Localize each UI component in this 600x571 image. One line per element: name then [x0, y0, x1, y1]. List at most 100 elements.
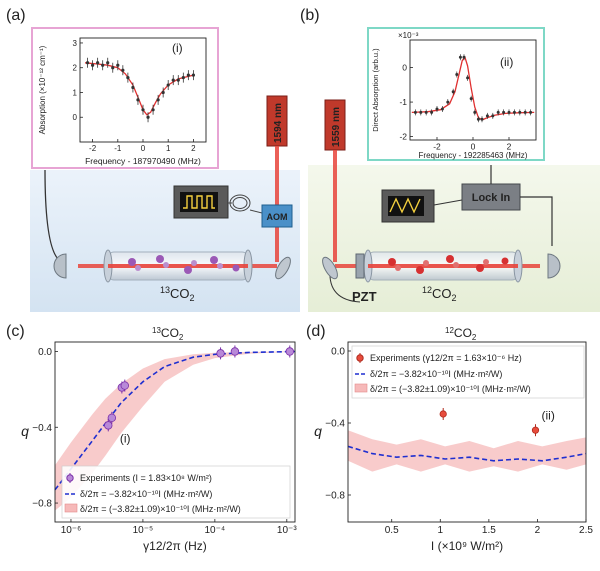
panel-d-ytick-label: −0.8: [325, 491, 345, 502]
triangle-wave-icon: [389, 197, 421, 214]
inset-i-point: [126, 76, 130, 80]
panel-d-ytick-label: 0.0: [331, 347, 345, 358]
chart-panel-c: 10⁻⁶ 10⁻⁵ 10⁻⁴ 10⁻³ 0.0 −0.4 −0.8 γ12/2π (Hz) q E…: [21, 341, 297, 553]
gas-label-b: 12CO2: [422, 285, 457, 303]
laser-1559-label: 1559 nm: [331, 107, 342, 147]
inset-ii-exponent: ×10⁻³: [398, 31, 419, 40]
aom-box: [261, 204, 293, 228]
inset-i-point: [151, 108, 155, 112]
inset-i-ytick-label: 3: [73, 39, 78, 48]
panel-d-model-line: [347, 445, 587, 462]
panel-d-ylabel: q: [314, 423, 322, 439]
chart-panel-d: 0.5 1 1.5 2 2.5 0.0 −0.4 −0.8 I (×10⁹ W/m²) q Expe…: [314, 341, 593, 553]
inset-i-point: [191, 73, 195, 77]
panel-d-xtick-label: 2: [535, 525, 541, 536]
panel-a: (a) -2 -1 0 1 2 0 1 2 3 Frequency - 187970490 (MH…: [6, 7, 300, 312]
panel-c-legend-band-swatch: [64, 503, 78, 513]
panel-a-label: (a): [6, 7, 26, 24]
inset-ii-xlabel: Frequency - 192285463 (MHz): [419, 151, 528, 160]
panel-d-label: (d): [306, 323, 326, 340]
panel-c-ytick-label: −0.4: [32, 423, 52, 434]
panel-c-experiment-point: [120, 381, 129, 390]
panel-d-xlabel: I (×10⁹ W/m²): [431, 539, 503, 553]
panel-c-legend-experiments: Experiments (I = 1.83×10⁸ W/m²): [80, 473, 212, 483]
inset-ii-point: [430, 110, 434, 114]
mirror-b: [322, 256, 338, 280]
panel-c: (c) 13CO2 10⁻⁶ 10⁻⁵ 10⁻⁴ 10⁻³ 0.0 −0.4 −0.8 γ12…: [6, 323, 297, 553]
inset-i-point: [96, 61, 100, 65]
inset-ii-point: [518, 110, 522, 114]
cable-b-right: [520, 196, 553, 246]
panel-d-xtick-label: 1.5: [482, 525, 496, 536]
inset-ii-point: [451, 90, 455, 94]
lock-in-box: [461, 183, 521, 211]
inset-ii-point: [424, 110, 428, 114]
inset-i-xtick-label: -1: [114, 144, 122, 153]
panel-d-legend-experiments: Experiments (γ12/2π = 1.63×10⁻⁶ Hz): [370, 353, 522, 363]
inset-ii-point: [507, 110, 511, 114]
detector-b: [547, 253, 561, 279]
detector-a: [53, 253, 67, 279]
inset-ii-point: [446, 100, 450, 104]
inset-ii-point: [480, 117, 484, 121]
scope-a-screen: [180, 192, 218, 212]
panel-c-xlabel: γ12/2π (Hz): [143, 539, 207, 553]
inset-ii-point: [491, 114, 495, 118]
inset-i-point: [121, 68, 125, 72]
inset-i-point: [181, 76, 185, 80]
inset-i-ytick-label: 0: [73, 113, 78, 122]
panel-c-uncertainty-band: [55, 351, 295, 511]
inset-ii-point: [455, 72, 459, 76]
inset-i-ytick-label: 2: [73, 64, 78, 73]
molecules-a: [128, 255, 240, 274]
panel-d: (d) 12CO2 0.5 1 1.5 2 2.5 0.0 −0.4 −0.8 I (×10⁹ …: [306, 323, 593, 553]
inset-i-point: [131, 85, 135, 90]
panel-d-xtick-label: 1: [438, 525, 444, 536]
panel-c-callout: (i): [120, 431, 131, 445]
panel-c-ytick-label: 0.0: [38, 347, 52, 358]
panel-d-header: 12CO2: [445, 326, 477, 342]
panel-c-xtick-label: 10⁻³: [277, 525, 297, 536]
panel-d-frame: [347, 341, 587, 523]
laser-1594-label: 1594 nm: [273, 103, 284, 143]
inset-ii-xtick-label: 2: [507, 142, 512, 152]
panel-c-frame: [54, 341, 296, 523]
aom-label: AOM: [267, 212, 288, 222]
inset-i-point: [141, 108, 145, 112]
panel-c-header: 13CO2: [152, 326, 184, 342]
inset-ii-point: [529, 110, 533, 114]
inset-i-point: [176, 78, 180, 82]
inset-i-point: [146, 115, 150, 119]
pzt-label: PZT: [352, 289, 377, 304]
panel-c-experiment-point: [216, 349, 225, 358]
inset-i-xtick-label: -2: [89, 144, 97, 153]
panel-c-label: (c): [6, 323, 25, 340]
inset-i-plot: -2 -1 0 1 2 0 1 2 3 Frequency - 187970490 (MHz) Ab…: [38, 37, 207, 166]
panel-c-legend-box: [61, 465, 291, 519]
inset-i-point: [91, 63, 95, 67]
panel-c-legend-marker: [66, 474, 74, 482]
panel-c-experiment-point: [230, 347, 240, 356]
inset-i-xlabel: Frequency - 187970490 (MHz): [85, 156, 201, 166]
panel-c-experiment-point: [104, 421, 113, 430]
inset-ii-tag: (ii): [500, 55, 513, 69]
inset-i-point: [106, 61, 110, 65]
panel-c-model-line: [54, 350, 296, 491]
panel-d-xtick-label: 0.5: [385, 525, 399, 536]
square-wave-icon: [183, 195, 215, 209]
panel-c-xtick-label: 10⁻⁵: [133, 525, 154, 536]
panel-c-legend-band: δ/2π = (−3.82±1.09)×10⁻¹⁰I (MHz·m²/W): [80, 504, 241, 514]
panel-d-experiment-point: [531, 426, 540, 434]
panel-c-xtick-label: 10⁻⁶: [61, 525, 82, 536]
inset-i-point: [161, 90, 165, 95]
inset-i-point: [166, 83, 170, 87]
panel-d-experiment-point: [439, 410, 447, 418]
panel-c-experiment-point: [107, 413, 117, 422]
panel-c-legend-model: δ/2π = −3.82×10⁻¹⁰I (MHz·m²/W): [80, 489, 212, 499]
inset-ii-point: [466, 76, 470, 80]
inset-i-point: [171, 78, 175, 82]
panel-d-uncertainty-band: [348, 430, 586, 472]
